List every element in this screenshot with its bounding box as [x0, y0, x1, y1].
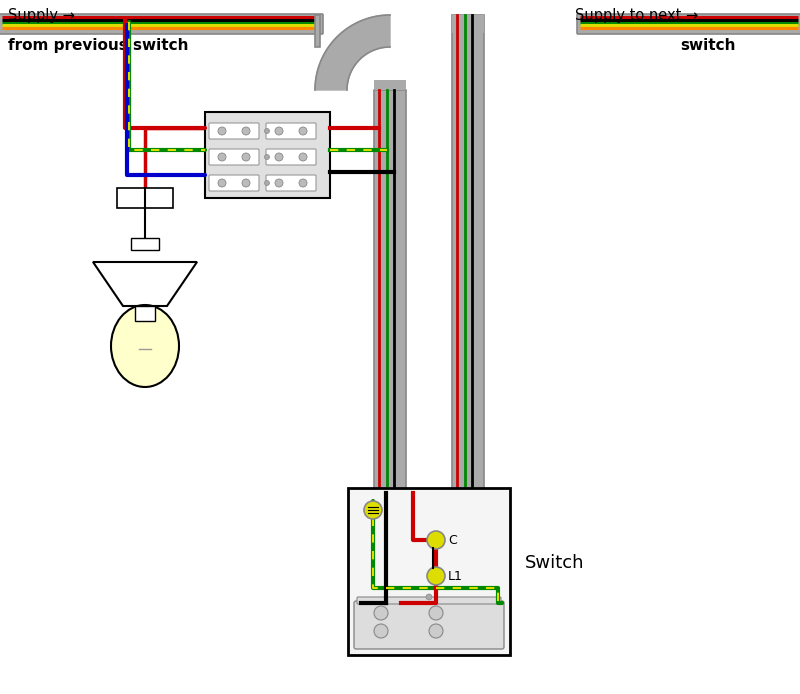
- FancyBboxPatch shape: [354, 601, 504, 649]
- Circle shape: [299, 127, 307, 135]
- Circle shape: [242, 127, 250, 135]
- FancyBboxPatch shape: [209, 175, 259, 191]
- Text: Supply to next →: Supply to next →: [575, 8, 698, 23]
- FancyBboxPatch shape: [357, 597, 501, 604]
- Polygon shape: [93, 262, 197, 306]
- Circle shape: [218, 127, 226, 135]
- Bar: [374, 90, 406, 490]
- FancyBboxPatch shape: [266, 123, 316, 139]
- Bar: [135, 306, 155, 321]
- Circle shape: [299, 153, 307, 161]
- Text: switch: switch: [680, 38, 735, 53]
- Circle shape: [275, 179, 283, 187]
- Ellipse shape: [111, 305, 179, 387]
- Polygon shape: [315, 15, 390, 90]
- Circle shape: [265, 128, 270, 133]
- Circle shape: [242, 153, 250, 161]
- FancyBboxPatch shape: [266, 149, 316, 165]
- Circle shape: [218, 179, 226, 187]
- Bar: [315, 15, 320, 47]
- Bar: [348, 488, 510, 655]
- Circle shape: [426, 594, 432, 600]
- Circle shape: [275, 127, 283, 135]
- FancyBboxPatch shape: [0, 14, 323, 34]
- FancyBboxPatch shape: [266, 175, 316, 191]
- Circle shape: [242, 179, 250, 187]
- Circle shape: [218, 153, 226, 161]
- Circle shape: [299, 179, 307, 187]
- Bar: [374, 80, 406, 90]
- Text: C: C: [448, 534, 457, 546]
- FancyBboxPatch shape: [209, 149, 259, 165]
- Text: L1: L1: [448, 570, 463, 582]
- Circle shape: [427, 567, 445, 585]
- Circle shape: [364, 501, 382, 519]
- Circle shape: [265, 155, 270, 160]
- Circle shape: [275, 153, 283, 161]
- Text: from previous switch: from previous switch: [8, 38, 189, 53]
- Text: Supply →: Supply →: [8, 8, 75, 23]
- Bar: [117, 188, 173, 208]
- Bar: [452, 15, 484, 490]
- Bar: [131, 238, 159, 250]
- FancyBboxPatch shape: [577, 14, 800, 34]
- Circle shape: [374, 624, 388, 638]
- FancyBboxPatch shape: [209, 123, 259, 139]
- Circle shape: [429, 606, 443, 620]
- Text: Switch: Switch: [525, 554, 585, 572]
- Bar: [205, 112, 330, 198]
- Bar: [452, 15, 484, 33]
- Circle shape: [374, 606, 388, 620]
- Circle shape: [429, 624, 443, 638]
- Circle shape: [427, 531, 445, 549]
- Circle shape: [265, 180, 270, 185]
